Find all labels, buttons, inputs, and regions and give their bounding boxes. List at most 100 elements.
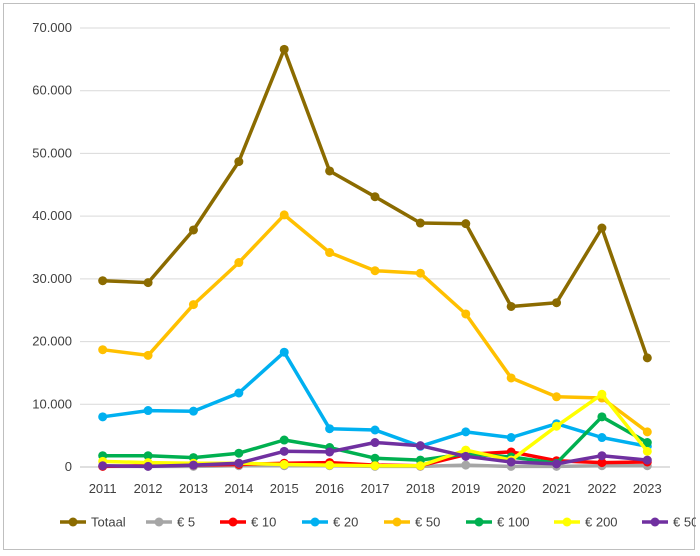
data-point (325, 460, 335, 470)
data-point (461, 460, 471, 470)
data-point (279, 459, 289, 469)
series-7 (98, 438, 652, 471)
legend: Totaal € 5 € 10 € 20 € 50 € 100 € 200 € 500 (60, 515, 700, 530)
legend-label: € 10 (251, 515, 276, 530)
data-point (461, 219, 471, 229)
data-point (143, 278, 153, 288)
legend-swatch-marker (392, 517, 402, 527)
legend-item: € 500 (642, 515, 700, 530)
y-tick-label: 30.000 (32, 271, 72, 286)
gridlines (80, 27, 670, 468)
data-point (552, 298, 562, 308)
legend-swatch-marker (228, 517, 238, 527)
data-point (370, 438, 380, 448)
data-point (279, 210, 289, 220)
data-point (370, 425, 380, 435)
data-point (597, 433, 607, 443)
data-point (506, 373, 516, 383)
data-point (597, 412, 607, 422)
data-point (415, 441, 425, 451)
data-point (279, 435, 289, 445)
data-point (188, 300, 198, 310)
data-point (188, 406, 198, 416)
legend-swatch-marker (650, 517, 660, 527)
data-point (597, 389, 607, 399)
x-tick-label: 2012 (134, 481, 163, 496)
series-4 (98, 210, 652, 437)
data-point (188, 460, 198, 470)
data-point (188, 225, 198, 235)
x-tick-label: 2022 (587, 481, 616, 496)
data-point (143, 406, 153, 416)
series-group (98, 44, 652, 471)
x-tick-label: 2015 (270, 481, 299, 496)
data-point (461, 451, 471, 461)
y-tick-label: 50.000 (32, 145, 72, 160)
x-tick-label: 2014 (224, 481, 253, 496)
data-point (325, 447, 335, 457)
data-point (234, 458, 244, 468)
legend-swatch-marker (310, 517, 320, 527)
data-point (325, 166, 335, 176)
data-point (461, 445, 471, 455)
data-point (552, 392, 562, 402)
legend-label: € 5 (177, 515, 195, 530)
line-chart: 0 10.000 20.000 30.000 40.000 50.000 60.000 70.… (32, 20, 700, 530)
data-point (597, 458, 607, 468)
legend-swatch-marker (68, 517, 78, 527)
data-point (370, 266, 380, 276)
data-point (415, 461, 425, 471)
data-point (642, 438, 652, 448)
data-point (642, 427, 652, 437)
data-point (370, 192, 380, 202)
data-point (506, 301, 516, 311)
legend-label: € 500 (673, 515, 696, 530)
series-0 (98, 44, 652, 363)
data-point (143, 451, 153, 461)
legend-swatch-marker (474, 517, 484, 527)
y-tick-label: 40.000 (32, 208, 72, 223)
data-point (642, 353, 652, 363)
data-point (552, 459, 562, 469)
legend-label: € 100 (497, 515, 530, 530)
legend-item: € 50 (384, 515, 440, 530)
data-point (642, 446, 652, 456)
legend-label: € 50 (415, 515, 440, 530)
legend-item: € 100 (466, 515, 530, 530)
y-tick-label: 0 (65, 459, 72, 474)
legend-item: Totaal (60, 515, 126, 530)
data-point (234, 388, 244, 398)
x-tick-label: 2011 (89, 481, 117, 496)
data-point (325, 424, 335, 434)
y-tick-label: 60.000 (32, 83, 72, 98)
data-point (279, 347, 289, 357)
data-point (279, 446, 289, 456)
data-point (234, 157, 244, 167)
series-3 (98, 347, 652, 451)
data-point (143, 461, 153, 471)
data-point (325, 248, 335, 258)
x-tick-label: 2020 (497, 481, 526, 496)
data-point (506, 457, 516, 467)
x-tick-label: 2016 (315, 481, 344, 496)
x-tick-label: 2023 (633, 481, 662, 496)
data-point (461, 309, 471, 319)
chart-frame: 0 10.000 20.000 30.000 40.000 50.000 60.000 70.… (3, 3, 700, 550)
data-point (234, 258, 244, 268)
data-point (98, 276, 108, 286)
data-point (98, 461, 108, 471)
data-point (461, 427, 471, 437)
legend-item: € 10 (220, 515, 276, 530)
data-point (234, 448, 244, 458)
y-tick-label: 70.000 (32, 20, 72, 35)
x-tick-label: 2019 (451, 481, 480, 496)
data-point (279, 44, 289, 54)
y-axis: 0 10.000 20.000 30.000 40.000 50.000 60.000 70.… (32, 20, 72, 474)
data-point (370, 453, 380, 463)
x-tick-label: 2021 (542, 481, 571, 496)
legend-label: € 20 (333, 515, 358, 530)
legend-label: Totaal (91, 515, 126, 530)
x-tick-label: 2017 (361, 481, 390, 496)
y-tick-label: 20.000 (32, 334, 72, 349)
data-point (415, 268, 425, 278)
